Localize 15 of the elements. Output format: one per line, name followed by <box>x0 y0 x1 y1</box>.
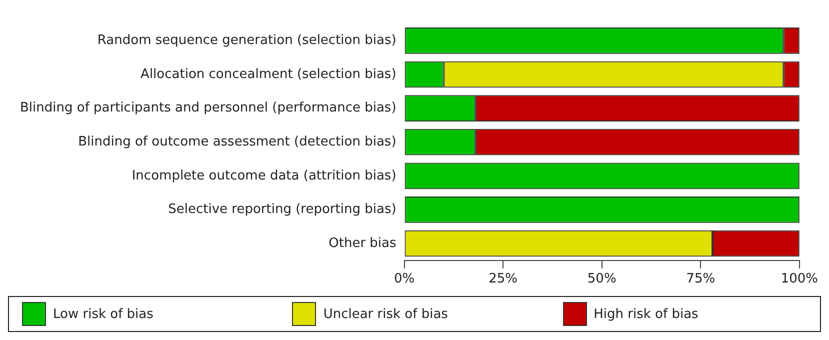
y-tick-label: Other bias <box>328 236 397 251</box>
y-tick-label: Allocation concealment (selection bias) <box>140 66 396 82</box>
y-tick-label: Random sequence generation (selection bias) <box>97 33 396 48</box>
legend-label: Unclear risk of bias <box>323 306 448 322</box>
legend-label: Low risk of bias <box>53 306 154 322</box>
x-tick-label: 100% <box>780 272 818 287</box>
x-tick-label: 75% <box>686 272 716 287</box>
y-tick-label: Blinding of outcome assessment (detection bias) <box>78 134 396 150</box>
x-tick-label: 25% <box>488 272 518 287</box>
y-tick-label: Incomplete outcome data (attrition bias) <box>132 168 396 184</box>
x-tick-label: 0% <box>394 272 415 287</box>
y-tick-label: Selective reporting (reporting bias) <box>168 202 396 218</box>
x-tick-label: 50% <box>587 272 616 287</box>
legend-label: High risk of bias <box>594 306 698 322</box>
y-tick-label: Blinding of participants and personnel (performance bias) <box>20 100 396 116</box>
